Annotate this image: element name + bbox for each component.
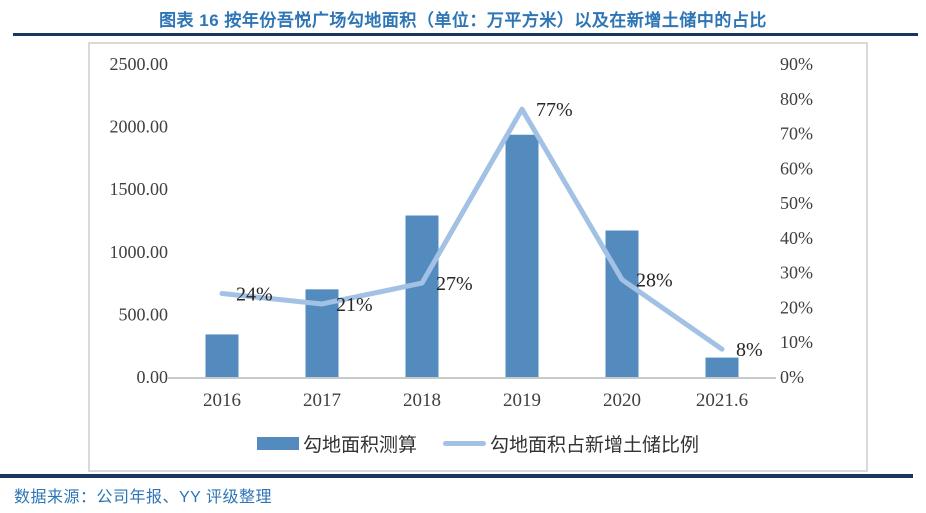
legend-label-line: 勾地面积占新增土储比例 — [490, 435, 700, 456]
top-divider — [13, 33, 918, 36]
ratio-line — [219, 106, 725, 352]
bottom-divider — [0, 474, 913, 478]
point-label-2017: 21% — [336, 294, 373, 316]
x-axis-label: 2020 — [603, 390, 641, 411]
bar-2018 — [405, 215, 439, 377]
legend-label-bars: 勾地面积测算 — [302, 435, 417, 456]
x-axis-label: 2017 — [303, 390, 341, 411]
right-axis-tick: 90% — [780, 54, 813, 74]
right-axis-tick: 60% — [780, 158, 813, 178]
bar-2016 — [205, 334, 239, 377]
point-label-2020: 28% — [636, 270, 673, 292]
left-axis-tick: 0.00 — [137, 367, 169, 387]
legend-item-line: 勾地面积占新增土储比例 — [443, 430, 699, 457]
bar-2019 — [505, 134, 539, 377]
point-label-2019: 77% — [536, 99, 573, 121]
right-axis-tick: 0% — [780, 367, 804, 387]
figure-title: 图表 16 按年份吾悦广场勾地面积（单位：万平方米）以及在新增土储中的占比 — [159, 11, 767, 30]
right-axis-tick: 10% — [780, 332, 813, 352]
x-axis-label: 2019 — [503, 390, 541, 411]
left-axis-tick: 500.00 — [119, 304, 169, 324]
right-axis-tick: 30% — [780, 263, 813, 283]
x-axis-label: 2016 — [203, 390, 241, 411]
combo-chart: 0.00 500.00 1000.00 1500.00 2000.00 2500.00 0%… — [110, 54, 814, 411]
right-axis-tick: 20% — [780, 297, 813, 317]
chart-card: 0.00 500.00 1000.00 1500.00 2000.00 2500.00 0%… — [88, 42, 868, 472]
left-axis-tick: 1000.00 — [110, 242, 169, 262]
point-label-2016: 24% — [236, 284, 273, 306]
point-label-2021.6: 8% — [736, 339, 763, 361]
left-axis-tick: 1500.00 — [110, 179, 169, 199]
bar-2020 — [605, 230, 639, 377]
right-axis-tick: 80% — [780, 89, 813, 109]
bar-2021.6 — [705, 357, 739, 377]
legend-item-bars: 勾地面积测算 — [256, 430, 417, 457]
line-series-swatch-icon — [443, 441, 486, 446]
point-label-2018: 27% — [436, 273, 473, 295]
left-axis-tick: 2000.00 — [110, 117, 169, 137]
left-axis-tick: 2500.00 — [110, 54, 169, 74]
x-axis-label: 2018 — [403, 390, 441, 411]
data-source: 数据来源：公司年报、YY 评级整理 — [14, 489, 273, 506]
chart-legend: 勾地面积测算 勾地面积占新增土储比例 — [90, 430, 866, 457]
right-axis-tick: 50% — [780, 193, 813, 213]
right-axis-tick: 40% — [780, 228, 813, 248]
bar-series-swatch-icon — [256, 437, 299, 450]
right-axis-tick: 70% — [780, 124, 813, 144]
x-axis-label: 2021.6 — [696, 390, 748, 411]
